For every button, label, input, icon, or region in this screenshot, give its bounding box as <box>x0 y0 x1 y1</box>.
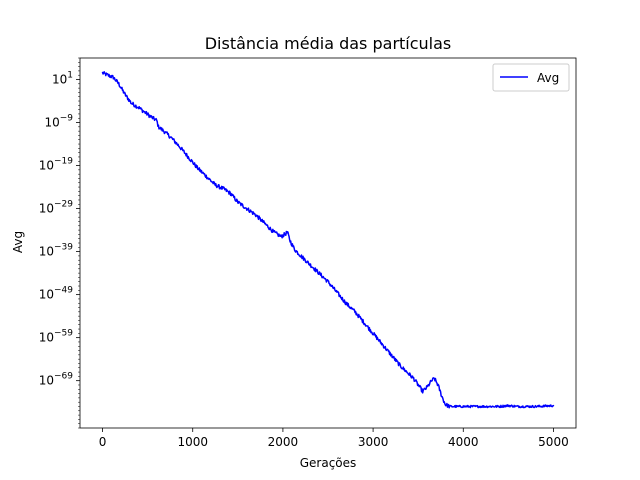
y-axis-label: Avg <box>11 231 25 253</box>
legend-box <box>492 63 570 92</box>
x-tick-label: 5000 <box>538 435 569 449</box>
y-tick-label: 10−49 <box>39 286 74 302</box>
tick-layer: 0 1000 2000 3000 4000 5000 101 10−9 10−19 10−29 10… <box>39 57 569 449</box>
x-tick-label: 4000 <box>448 435 479 449</box>
y-tick-label: 10−29 <box>39 200 74 216</box>
x-tick-label: 2000 <box>268 435 299 449</box>
x-tick-label: 0 <box>99 435 107 449</box>
y-tick-label: 101 <box>52 71 73 87</box>
x-tick-label: 1000 <box>177 435 208 449</box>
y-tick-label: 10−69 <box>39 372 74 388</box>
x-tick-label: 3000 <box>358 435 389 449</box>
legend: Avg <box>492 63 570 92</box>
y-tick-label: 10−59 <box>39 329 74 345</box>
chart-title: Distância média das partículas <box>205 34 452 53</box>
y-tick-label: 10−39 <box>39 243 74 259</box>
y-tick-label: 10−19 <box>39 157 74 173</box>
y-tick-label: 10−9 <box>44 114 73 130</box>
plot-frame <box>79 57 577 429</box>
x-axis-label: Gerações <box>300 456 357 470</box>
series-line-avg <box>101 71 555 409</box>
legend-label-avg: Avg <box>537 71 559 85</box>
